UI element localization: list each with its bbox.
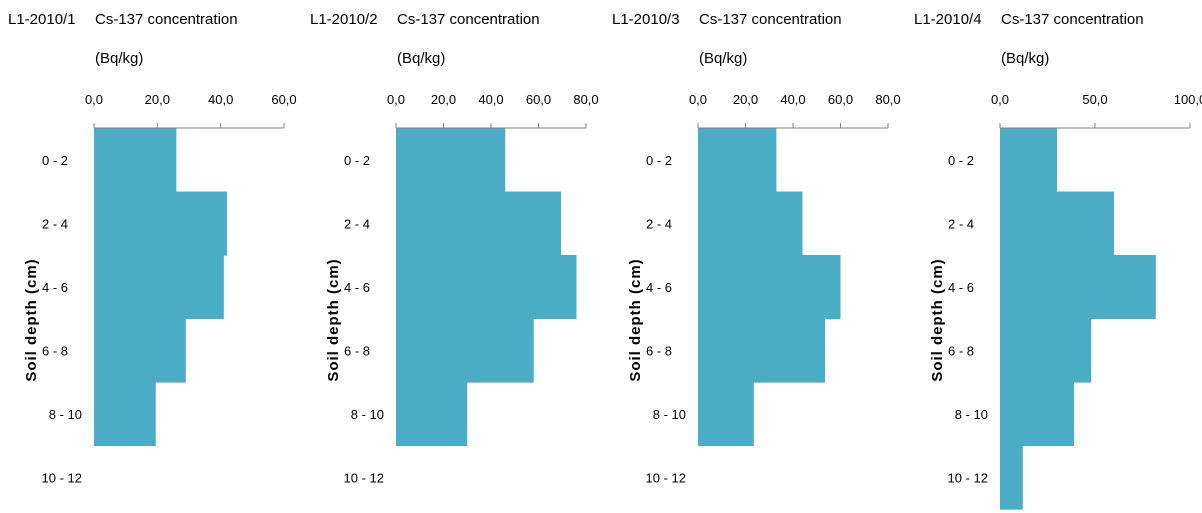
unit-label: (Bq/kg) bbox=[397, 50, 445, 67]
x-tick-label: 20,0 bbox=[431, 92, 456, 107]
y-category-label: 2 - 4 bbox=[948, 216, 974, 231]
x-tick-label: 80,0 bbox=[573, 92, 598, 107]
y-category-label: 10 - 12 bbox=[42, 470, 82, 485]
bar-0-2 bbox=[1000, 128, 1057, 193]
y-axis-title: Soil depth (cm) bbox=[23, 258, 40, 381]
x-tick-label: 0,0 bbox=[85, 92, 103, 107]
x-tick-label: 40,0 bbox=[208, 92, 233, 107]
bar-0-2 bbox=[396, 128, 506, 193]
x-tick-label: 0,0 bbox=[689, 92, 707, 107]
x-tick-label: 40,0 bbox=[478, 92, 503, 107]
x-tick-label: 0,0 bbox=[991, 92, 1009, 107]
bar-6-8 bbox=[1000, 318, 1092, 383]
chart-panel-2: L1-2010/2 Cs-137 concentration (Bq/kg) 0,0 2… bbox=[310, 11, 599, 485]
bar-8-10 bbox=[94, 382, 156, 447]
y-category-label: 8 - 10 bbox=[351, 407, 384, 422]
y-category-label: 2 - 4 bbox=[646, 216, 672, 231]
x-tick-label: 100,0 bbox=[1174, 92, 1202, 107]
bar-4-6 bbox=[698, 255, 841, 320]
x-tick-label: 0,0 bbox=[387, 92, 405, 107]
y-axis-title: Soil depth (cm) bbox=[627, 258, 644, 381]
bar-6-8 bbox=[396, 318, 534, 383]
y-category-label: 10 - 12 bbox=[344, 470, 384, 485]
y-category-label: 4 - 6 bbox=[646, 280, 672, 295]
y-category-label: 0 - 2 bbox=[948, 153, 974, 168]
y-category-label: 10 - 12 bbox=[948, 470, 988, 485]
bar-2-4 bbox=[698, 191, 803, 256]
y-category-label: 6 - 8 bbox=[646, 343, 672, 358]
chart-title: Cs-137 concentration bbox=[95, 11, 238, 28]
y-category-label: 8 - 10 bbox=[49, 407, 82, 422]
bar-2-4 bbox=[1000, 191, 1114, 256]
bar-0-2 bbox=[698, 128, 777, 193]
chart-title: Cs-137 concentration bbox=[699, 11, 842, 28]
y-axis-title: Soil depth (cm) bbox=[929, 258, 946, 381]
panel-id-label: L1-2010/4 bbox=[914, 11, 982, 28]
y-category-label: 4 - 6 bbox=[42, 280, 68, 295]
y-category-label: 6 - 8 bbox=[42, 343, 68, 358]
unit-label: (Bq/kg) bbox=[699, 50, 747, 67]
y-category-label: 8 - 10 bbox=[653, 407, 686, 422]
x-tick-label: 60,0 bbox=[828, 92, 853, 107]
y-category-label: 2 - 4 bbox=[42, 216, 68, 231]
bar-2-4 bbox=[94, 191, 227, 256]
x-tick-label: 40,0 bbox=[780, 92, 805, 107]
y-category-label: 8 - 10 bbox=[955, 407, 988, 422]
bar-0-2 bbox=[94, 128, 177, 193]
x-tick-label: 60,0 bbox=[271, 92, 296, 107]
y-category-label: 6 - 8 bbox=[344, 343, 370, 358]
x-tick-label: 20,0 bbox=[733, 92, 758, 107]
y-category-label: 2 - 4 bbox=[344, 216, 370, 231]
y-category-label: 0 - 2 bbox=[344, 153, 370, 168]
x-tick-label: 50,0 bbox=[1082, 92, 1107, 107]
chart-panel-1: L1-2010/1 Cs-137 concentration (Bq/kg) 0,0 2… bbox=[8, 11, 297, 485]
x-tick-label: 60,0 bbox=[526, 92, 551, 107]
y-category-label: 0 - 2 bbox=[646, 153, 672, 168]
bar-10-12 bbox=[1000, 445, 1023, 510]
chart-title: Cs-137 concentration bbox=[397, 11, 540, 28]
unit-label: (Bq/kg) bbox=[95, 50, 143, 67]
bar-6-8 bbox=[698, 318, 826, 383]
unit-label: (Bq/kg) bbox=[1001, 50, 1049, 67]
y-category-label: 4 - 6 bbox=[344, 280, 370, 295]
bar-4-6 bbox=[94, 255, 224, 320]
x-tick-label: 80,0 bbox=[875, 92, 900, 107]
y-axis-title: Soil depth (cm) bbox=[325, 258, 342, 381]
panel-id-label: L1-2010/1 bbox=[8, 11, 76, 28]
chart-panel-3: L1-2010/3 Cs-137 concentration (Bq/kg) 0,0 2… bbox=[612, 11, 901, 485]
chart-title: Cs-137 concentration bbox=[1001, 11, 1144, 28]
chart-panel-4: L1-2010/4 Cs-137 concentration (Bq/kg) 0,0 5… bbox=[914, 11, 1202, 510]
panel-id-label: L1-2010/3 bbox=[612, 11, 680, 28]
y-category-label: 10 - 12 bbox=[646, 470, 686, 485]
panel-id-label: L1-2010/2 bbox=[310, 11, 378, 28]
y-category-label: 4 - 6 bbox=[948, 280, 974, 295]
bar-8-10 bbox=[698, 382, 754, 447]
bar-8-10 bbox=[396, 382, 468, 447]
bar-8-10 bbox=[1000, 382, 1075, 447]
bar-4-6 bbox=[1000, 255, 1156, 320]
y-category-label: 6 - 8 bbox=[948, 343, 974, 358]
bar-4-6 bbox=[396, 255, 577, 320]
bar-2-4 bbox=[396, 191, 562, 256]
y-category-label: 0 - 2 bbox=[42, 153, 68, 168]
bar-6-8 bbox=[94, 318, 186, 383]
x-tick-label: 20,0 bbox=[145, 92, 170, 107]
